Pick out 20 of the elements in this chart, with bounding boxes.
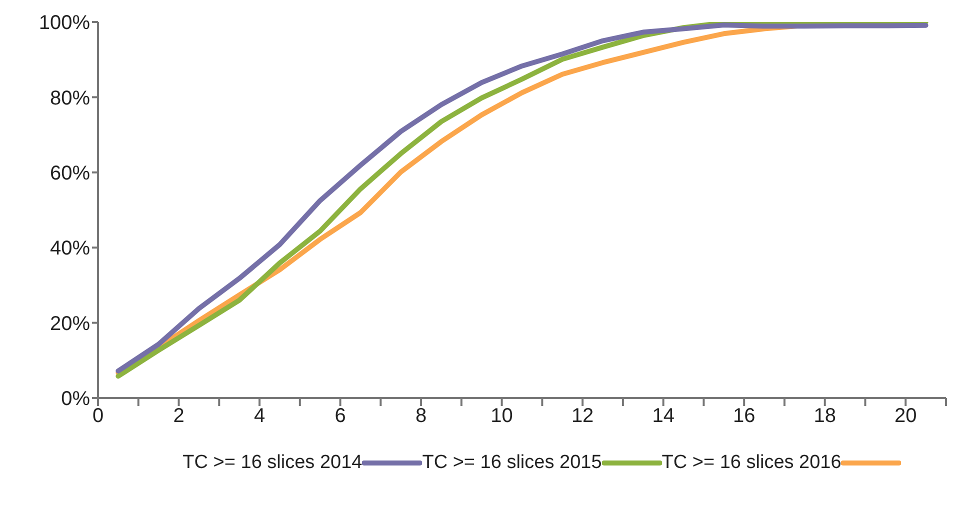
x-tick-label: 8 bbox=[415, 405, 427, 428]
y-tick-label: 0% bbox=[61, 388, 90, 410]
legend-label: TC >= 16 slices 2015 bbox=[422, 452, 602, 474]
x-tick-label: 2 bbox=[173, 405, 184, 428]
y-tick-label: 80% bbox=[50, 87, 90, 110]
x-tick-label: 16 bbox=[732, 405, 756, 428]
x-tick-label: 4 bbox=[254, 405, 266, 428]
y-tick-label: 40% bbox=[50, 238, 90, 260]
x-tick-label: 6 bbox=[334, 405, 346, 428]
x-tick-label: 18 bbox=[814, 405, 836, 428]
x-tick-label: 12 bbox=[571, 405, 594, 428]
y-tick-label: 60% bbox=[50, 162, 90, 184]
x-tick-label: 10 bbox=[490, 405, 513, 428]
x-tick-label: 20 bbox=[894, 405, 917, 428]
x-tick-label: 14 bbox=[652, 405, 674, 428]
x-tick-label: 0 bbox=[92, 405, 104, 428]
y-tick-label: 100% bbox=[38, 12, 90, 34]
y-tick-label: 20% bbox=[50, 312, 90, 335]
legend-label: TC >= 16 slices 2016 bbox=[662, 452, 842, 474]
legend-label: TC >= 16 slices 2014 bbox=[182, 452, 362, 474]
